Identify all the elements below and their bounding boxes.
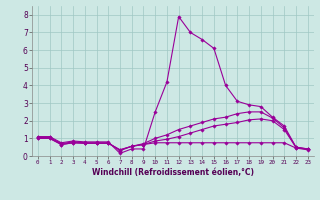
X-axis label: Windchill (Refroidissement éolien,°C): Windchill (Refroidissement éolien,°C) <box>92 168 254 177</box>
